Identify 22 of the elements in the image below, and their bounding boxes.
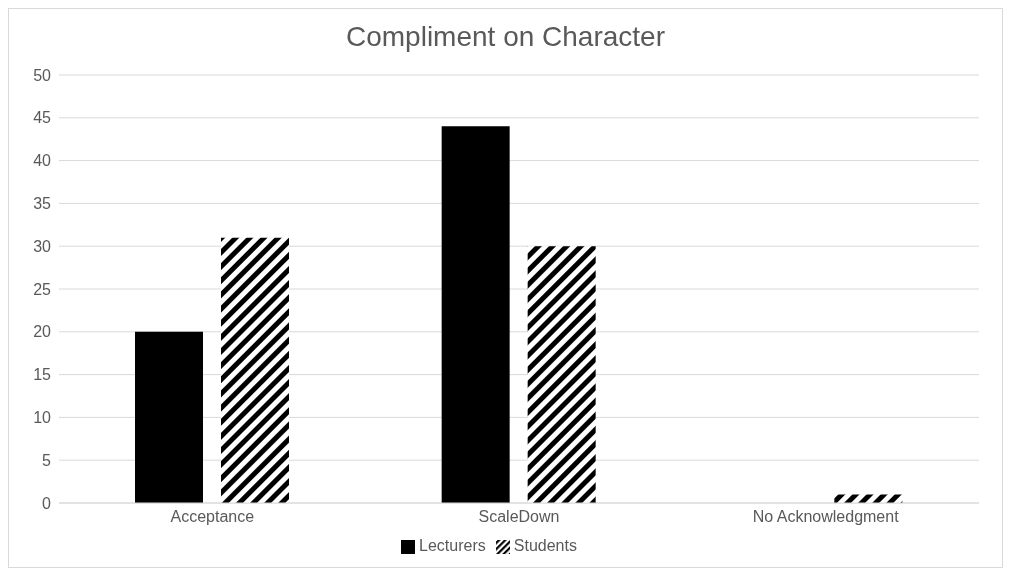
- bar: [834, 494, 903, 503]
- y-tick-label: 10: [33, 409, 52, 427]
- x-tick-label: Acceptance: [170, 508, 255, 526]
- bar: [135, 331, 203, 503]
- y-tick-label: 35: [33, 195, 52, 213]
- y-tick-label: 45: [33, 109, 52, 127]
- y-tick-label: 15: [33, 366, 52, 384]
- y-tick-label: 20: [33, 323, 52, 341]
- bar: [441, 126, 510, 503]
- y-tick-label: 25: [33, 280, 52, 298]
- bar: [527, 246, 596, 503]
- x-tick-label: ScaleDown: [478, 508, 560, 526]
- y-tick-label: 30: [33, 237, 52, 255]
- y-tick-label: 50: [33, 66, 52, 84]
- legend-label: Lecturers: [419, 537, 486, 554]
- legend-label: Students: [513, 537, 577, 554]
- y-tick-label: 5: [42, 451, 52, 469]
- chart-title: Compliment on Character: [345, 20, 666, 54]
- x-tick-label: No Acknowledgment: [752, 508, 900, 526]
- bar: [221, 237, 289, 503]
- y-tick-label: 40: [33, 152, 52, 170]
- y-tick-label: 0: [42, 494, 52, 512]
